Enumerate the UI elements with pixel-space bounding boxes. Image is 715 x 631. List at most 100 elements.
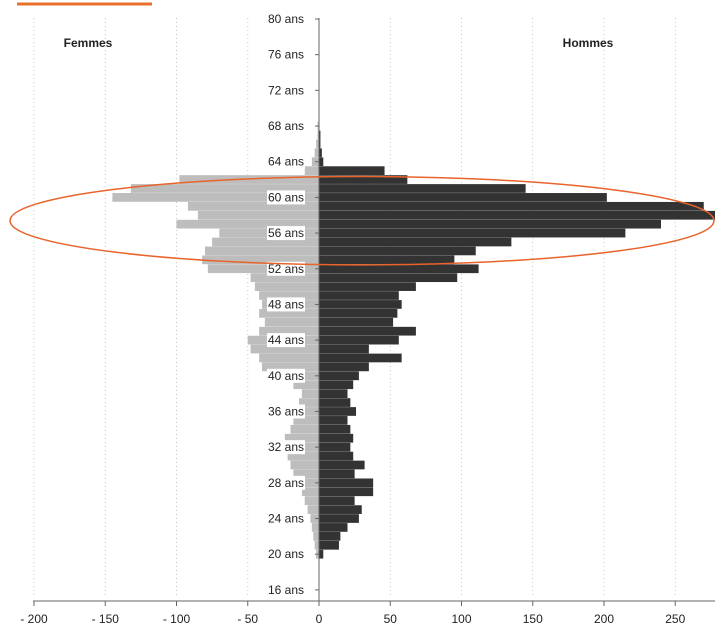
y-tick-label: 72 ans bbox=[268, 83, 304, 97]
hommes-bar-63 bbox=[319, 166, 385, 175]
y-tick-label: 28 ans bbox=[268, 476, 304, 490]
x-tick-label: 50 bbox=[384, 612, 398, 626]
hommes-bar-22 bbox=[319, 532, 341, 541]
hommes-bar-65 bbox=[319, 148, 322, 158]
hommes-bar-50 bbox=[319, 282, 416, 291]
femmes-bar-62 bbox=[179, 175, 319, 184]
x-tick-label: - 150 bbox=[92, 612, 120, 626]
femmes-bar-57 bbox=[176, 219, 319, 229]
hommes-bar-45 bbox=[319, 326, 416, 336]
hommes-bar-47 bbox=[319, 309, 398, 318]
femmes-bar-22 bbox=[313, 532, 319, 541]
hommes-bar-56 bbox=[319, 228, 626, 238]
y-tick-label-background bbox=[266, 12, 306, 26]
femmes-bar-60 bbox=[112, 193, 319, 202]
femmes-bar-21 bbox=[314, 540, 319, 550]
hommes-bar-35 bbox=[319, 416, 348, 425]
hommes-bar-64 bbox=[319, 157, 324, 167]
femmes-bar-47 bbox=[259, 309, 319, 318]
hommes-bar-25 bbox=[319, 505, 362, 514]
hommes-bar-20 bbox=[319, 549, 324, 559]
femmes-bar-66 bbox=[316, 139, 319, 149]
hommes-bar-37 bbox=[319, 398, 351, 407]
hommes-bar-41 bbox=[319, 362, 369, 372]
hommes-bar-42 bbox=[319, 353, 402, 363]
hommes-bar-24 bbox=[319, 514, 359, 523]
y-tick-label: 44 ans bbox=[268, 333, 304, 347]
hommes-bar-38 bbox=[319, 389, 348, 398]
y-tick-label-background bbox=[266, 511, 306, 526]
y-tick-label-background bbox=[266, 190, 306, 205]
femmes-bar-39 bbox=[293, 380, 319, 390]
y-tick-label: 52 ans bbox=[268, 262, 304, 276]
hommes-bar-60 bbox=[319, 193, 607, 202]
femmes-bar-30 bbox=[290, 460, 319, 470]
hommes-bar-31 bbox=[319, 451, 354, 461]
hommes-bar-51 bbox=[319, 273, 458, 283]
y-tick-label-background bbox=[266, 47, 306, 62]
hommes-bar-27 bbox=[319, 487, 374, 497]
hommes-bar-58 bbox=[319, 210, 715, 220]
hommes-bar-61 bbox=[319, 184, 526, 193]
x-tick-label: - 200 bbox=[20, 612, 48, 626]
hommes-bar-28 bbox=[319, 478, 374, 488]
y-tick-label: 24 ans bbox=[268, 512, 304, 526]
hommes-bar-53 bbox=[319, 255, 455, 265]
y-tick-label-background bbox=[266, 404, 306, 419]
y-tick-label: 64 ans bbox=[268, 155, 304, 169]
femmes-bar-53 bbox=[202, 255, 319, 265]
y-tick-label-background bbox=[266, 154, 306, 169]
femmes-bar-61 bbox=[130, 184, 319, 193]
y-tick-label-background bbox=[266, 547, 306, 562]
y-tick-label: 36 ans bbox=[268, 404, 304, 418]
axes bbox=[33, 18, 715, 606]
hommes-bar-59 bbox=[319, 201, 704, 211]
femmes-bar-58 bbox=[197, 210, 319, 220]
x-tick-label: - 100 bbox=[163, 612, 191, 626]
hommes-bars bbox=[319, 130, 715, 559]
y-tick-label: 68 ans bbox=[268, 119, 304, 133]
y-tick-label: 16 ans bbox=[268, 583, 304, 597]
femmes-bar-36 bbox=[296, 407, 319, 416]
femmes-bar-67 bbox=[317, 130, 319, 140]
x-tick-label: 250 bbox=[665, 612, 685, 626]
femmes-bar-35 bbox=[293, 416, 319, 425]
hommes-bar-34 bbox=[319, 424, 351, 434]
femmes-bar-65 bbox=[314, 148, 319, 158]
hommes-bar-67 bbox=[319, 130, 321, 140]
y-tick-label-background bbox=[266, 119, 306, 134]
femmes-bar-23 bbox=[311, 523, 319, 532]
y-tick-label-background bbox=[266, 368, 306, 383]
y-tick-label-background bbox=[266, 440, 306, 455]
femmes-bar-28 bbox=[297, 478, 319, 488]
femmes-bar-55 bbox=[212, 237, 319, 247]
hommes-bar-26 bbox=[319, 496, 355, 506]
y-tick-label: 40 ans bbox=[268, 369, 304, 383]
y-tick-label: 20 ans bbox=[268, 547, 304, 561]
hommes-bar-52 bbox=[319, 264, 479, 274]
hommes-bar-48 bbox=[319, 300, 402, 309]
femmes-bar-59 bbox=[187, 201, 319, 211]
y-tick-label-background bbox=[266, 226, 306, 241]
femmes-bar-52 bbox=[207, 264, 319, 274]
hommes-bar-23 bbox=[319, 523, 348, 532]
hommes-bar-39 bbox=[319, 380, 354, 390]
y-tick-label-background bbox=[266, 83, 306, 98]
femmes-bar-31 bbox=[287, 451, 319, 461]
hommes-bar-54 bbox=[319, 246, 476, 256]
hommes-bar-62 bbox=[319, 175, 408, 184]
femmes-bar-50 bbox=[254, 282, 319, 291]
x-tick-label: 100 bbox=[451, 612, 471, 626]
grid-lines bbox=[33, 18, 676, 598]
highlight-ellipse bbox=[9, 175, 715, 266]
femmes-bar-27 bbox=[301, 487, 319, 497]
y-tick-label-background bbox=[266, 333, 306, 348]
hommes-bar-30 bbox=[319, 460, 365, 470]
femmes-bar-24 bbox=[310, 514, 319, 523]
femmes-bar-54 bbox=[205, 246, 319, 256]
x-tick-label: 0 bbox=[316, 612, 323, 626]
x-tick-label: - 50 bbox=[237, 612, 258, 626]
femmes-bar-63 bbox=[304, 166, 319, 175]
femmes-bar-41 bbox=[262, 362, 319, 372]
